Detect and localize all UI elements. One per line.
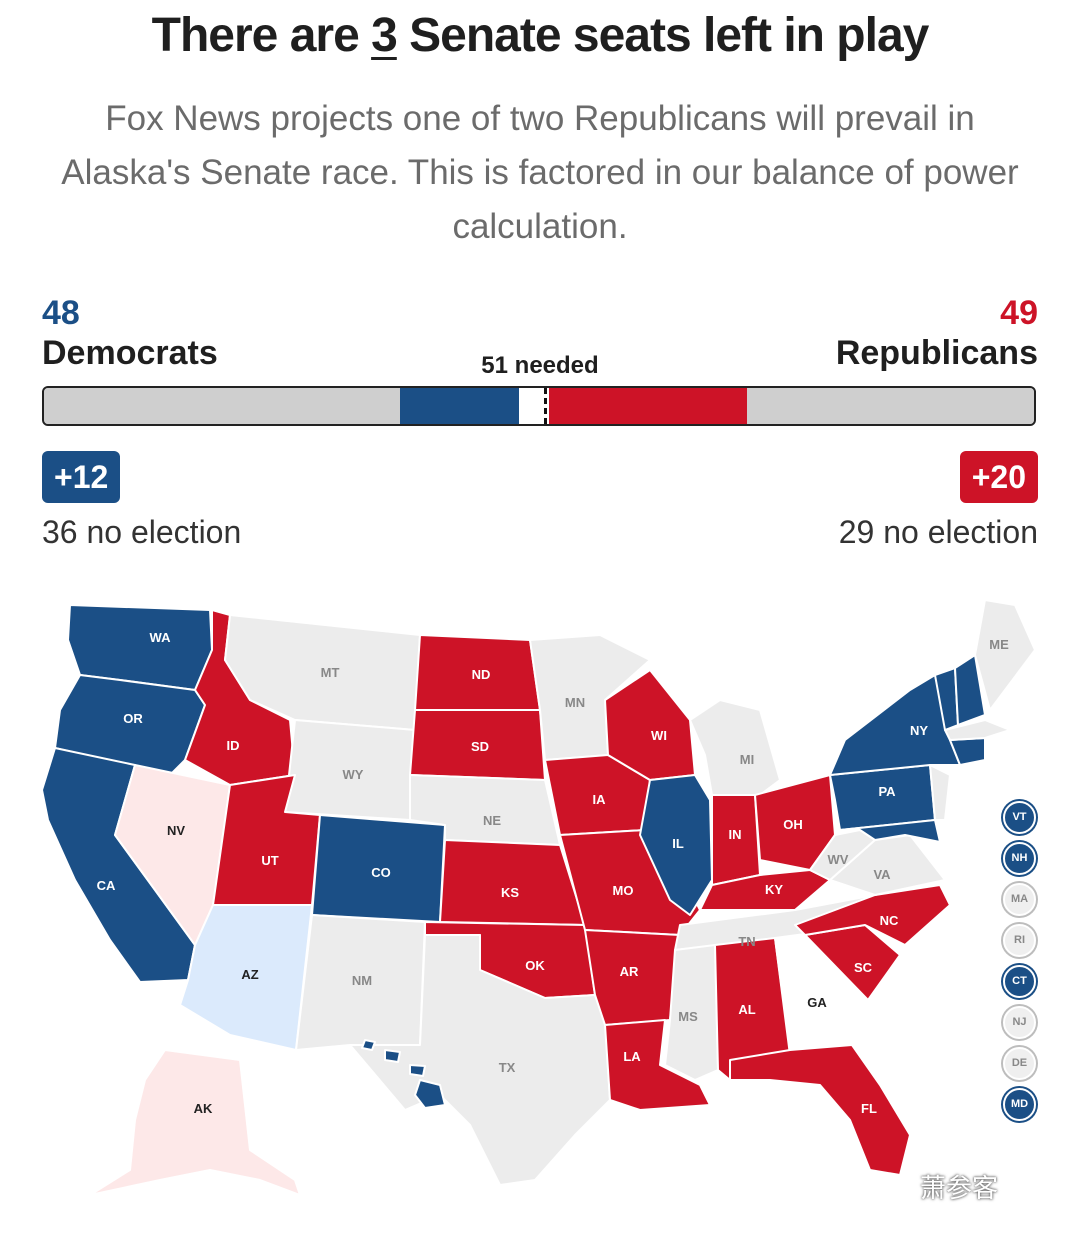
state-TX[interactable] — [349, 934, 611, 1186]
balance-of-power-bar — [42, 386, 1036, 426]
label-OR: OR — [123, 711, 143, 726]
dem-holdover-segment — [44, 388, 401, 424]
page-subtitle: Fox News projects one of two Republicans… — [61, 99, 1019, 246]
label-KY: KY — [765, 882, 783, 897]
label-NC: NC — [880, 913, 899, 928]
label-ME: ME — [989, 637, 1009, 652]
small-state-NJ[interactable]: NJ — [1003, 1006, 1036, 1039]
page-title: There are 3 Senate seats left in play — [0, 8, 1080, 63]
rep-elected-segment — [548, 388, 747, 424]
label-IL: IL — [672, 836, 684, 851]
label-CO: CO — [371, 865, 391, 880]
label-WI: WI — [651, 728, 667, 743]
label-IN: IN — [729, 827, 742, 842]
label-AL: AL — [738, 1002, 755, 1017]
label-KS: KS — [501, 885, 519, 900]
state-LA[interactable] — [604, 1019, 711, 1111]
dem-party-label: Democrats — [42, 334, 218, 372]
state-MI[interactable] — [689, 699, 781, 796]
state-KS[interactable] — [439, 839, 586, 926]
rep-no-election: 29 no election — [838, 514, 1038, 550]
majority-needed-label: 51 needed — [481, 352, 599, 379]
label-LA: LA — [623, 1049, 641, 1064]
label-WV: WV — [828, 852, 849, 867]
label-AK: AK — [194, 1101, 213, 1116]
label-VA: VA — [873, 867, 891, 882]
title-suffix: Senate seats left in play — [396, 9, 929, 62]
label-AR: AR — [620, 964, 639, 979]
label-SD: SD — [471, 739, 489, 754]
label-NM: NM — [352, 973, 372, 988]
state-IL[interactable] — [639, 774, 713, 916]
state-MD[interactable] — [839, 819, 941, 843]
label-WA: WA — [150, 630, 172, 645]
label-MN: MN — [565, 695, 585, 710]
label-FL: FL — [861, 1101, 877, 1116]
label-PA: PA — [878, 784, 896, 799]
dem-elected-segment — [400, 388, 520, 424]
label-GA: GA — [807, 995, 827, 1010]
dem-no-election: 36 no election — [42, 514, 242, 550]
label-IA: IA — [593, 792, 607, 807]
state-NH[interactable] — [954, 654, 986, 726]
dem-gain-badge: +12 — [42, 451, 121, 503]
label-MI: MI — [740, 752, 754, 767]
majority-line — [543, 388, 547, 424]
small-state-CT[interactable]: CT — [1003, 965, 1036, 998]
label-WY: WY — [343, 767, 364, 782]
label-OK: OK — [525, 958, 545, 973]
rep-seat-count: 49 — [1000, 294, 1038, 332]
label-AZ: AZ — [241, 967, 258, 982]
label-NY: NY — [910, 723, 928, 738]
state-NJ[interactable] — [929, 764, 951, 821]
state-ME[interactable] — [974, 599, 1036, 711]
rep-holdover-segment — [746, 388, 1034, 424]
state-AK[interactable] — [89, 1049, 301, 1196]
label-MO: MO — [613, 883, 634, 898]
seats-in-play-number: 3 — [371, 9, 398, 62]
label-TN: TN — [738, 934, 755, 949]
us-senate-map: WA OR CA NV ID MT WY UT AZ CO NM ND SD N… — [41, 599, 1036, 1196]
label-MS: MS — [678, 1009, 698, 1024]
label-CA: CA — [97, 878, 116, 893]
rep-party-label: Republicans — [835, 334, 1038, 372]
dem-seat-count: 48 — [42, 294, 80, 332]
state-FL[interactable] — [729, 1044, 911, 1176]
label-MT: MT — [321, 665, 340, 680]
state-MA[interactable] — [944, 719, 1011, 741]
label-SC: SC — [854, 960, 873, 975]
state-HI[interactable] — [361, 1039, 446, 1109]
small-state-MA[interactable]: MA — [1003, 883, 1036, 916]
undecided-segment — [519, 388, 549, 424]
small-state-VT[interactable]: VT — [1003, 801, 1036, 834]
label-NV: NV — [167, 823, 185, 838]
label-ID: ID — [227, 738, 240, 753]
label-OH: OH — [783, 817, 803, 832]
label-NE: NE — [483, 813, 501, 828]
watermark: 萧参客 — [920, 1173, 999, 1203]
label-UT: UT — [261, 853, 278, 868]
title-prefix: There are — [151, 9, 372, 62]
label-TX: TX — [499, 1060, 516, 1075]
small-state-DE[interactable]: DE — [1003, 1047, 1036, 1080]
rep-gain-badge: +20 — [959, 451, 1038, 503]
small-state-MD[interactable]: MD — [1003, 1088, 1036, 1121]
small-state-RI[interactable]: RI — [1003, 924, 1036, 957]
label-ND: ND — [472, 667, 491, 682]
small-state-NH[interactable]: NH — [1003, 842, 1036, 875]
